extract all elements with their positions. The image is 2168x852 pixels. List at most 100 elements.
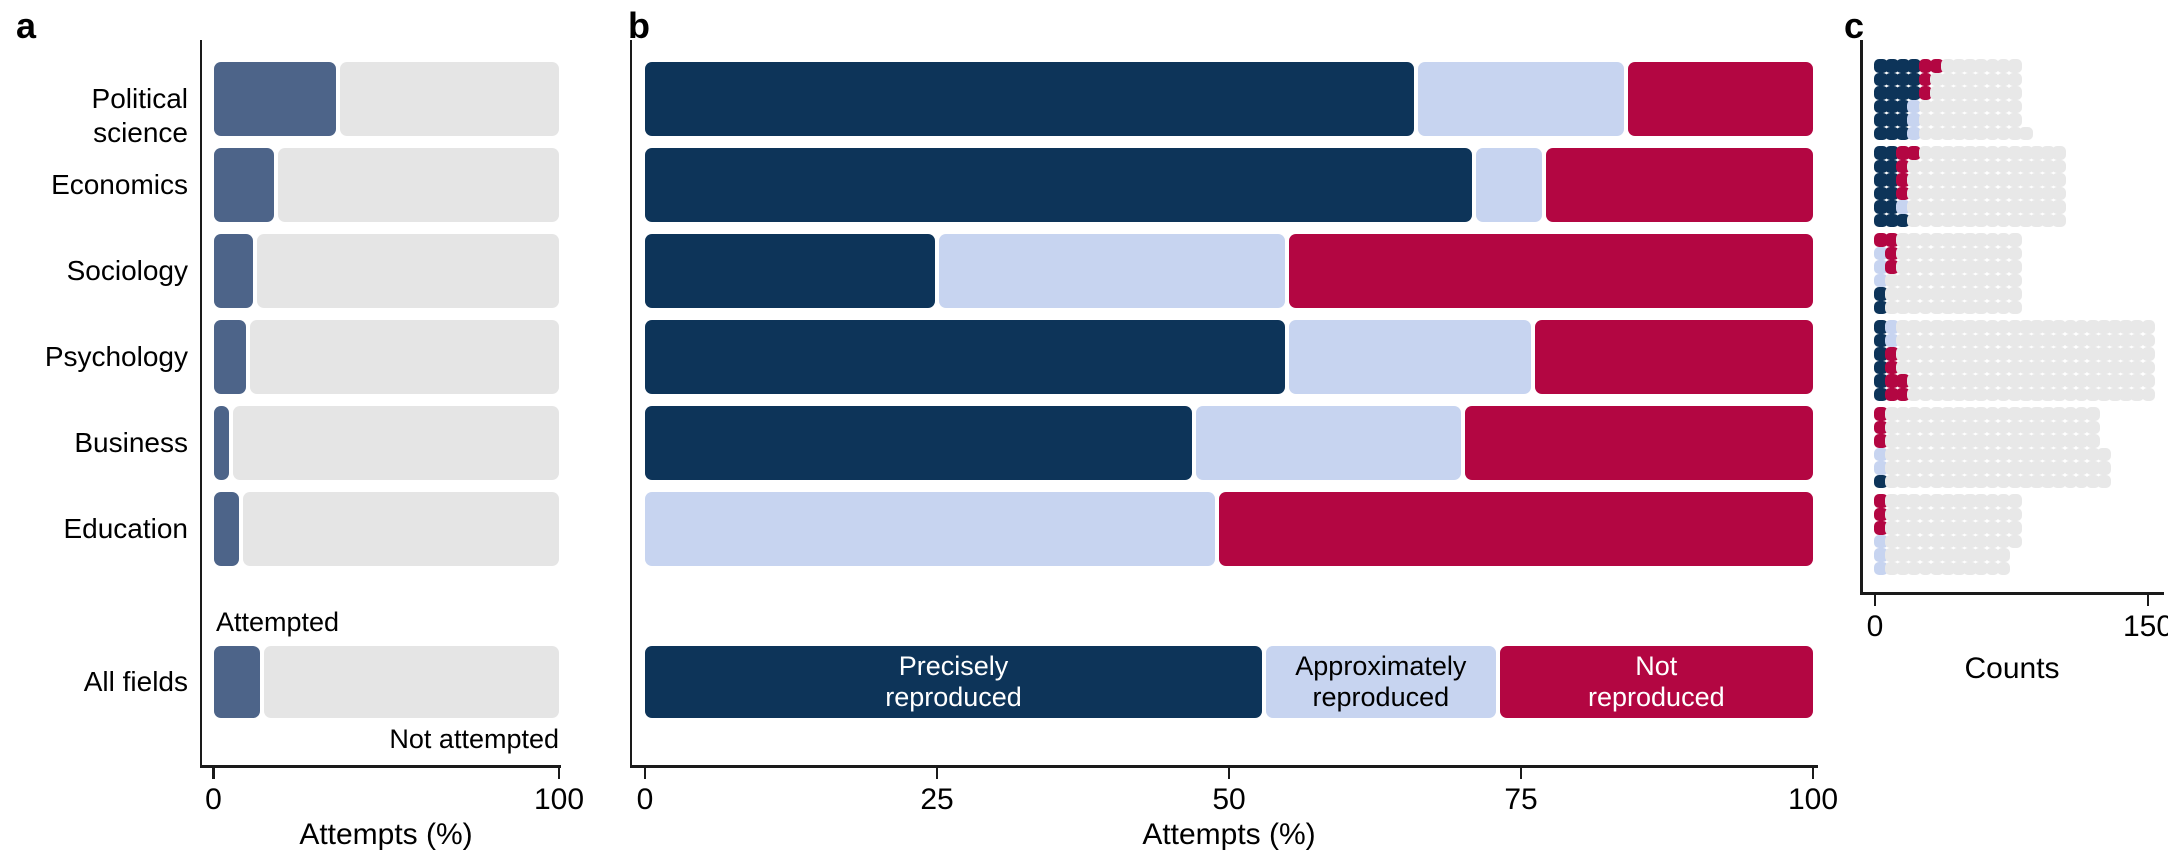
dot [1963,474,1977,489]
bar-approximately-reproduced: Approximately reproduced [1266,646,1496,718]
dot [2063,360,2078,375]
dot [2119,333,2134,348]
panel-b-x-axis [629,765,1818,768]
dot [1885,347,1899,361]
dot [1896,521,1911,535]
dot [1974,494,1989,508]
dot [1907,159,1922,174]
dot [1963,534,1977,549]
dot [1985,273,2000,288]
dot [1929,320,1944,334]
dot [1940,521,1955,535]
dot [1952,494,1966,508]
dot [2108,333,2122,348]
dot [1874,534,1888,549]
dot [1874,461,1888,475]
dot [2030,320,2044,334]
dot [1874,420,1888,435]
dot [2097,374,2111,388]
dot [2007,287,2022,301]
bar-attempted [213,406,229,480]
dot [1996,507,2011,522]
dot [1974,72,1989,87]
dot [1907,534,1922,549]
dot [1929,407,1944,421]
dot [1940,273,1955,288]
dot [2097,447,2111,462]
dot [1918,333,1933,348]
dot [1940,99,1955,114]
dot [1907,347,1922,361]
dot [2074,474,2089,489]
dot [1996,320,2011,334]
dot [2018,186,2033,201]
dot [1929,561,1944,576]
dot [1963,126,1977,141]
dot [2007,200,2022,214]
dot [2074,347,2089,361]
dot [1974,320,1989,334]
dot [1929,146,1944,160]
dot [1896,59,1911,73]
dot [1896,300,1911,315]
dot [1952,461,1966,475]
dot [1885,374,1899,388]
dot [2007,374,2022,388]
dot [1985,126,2000,141]
dot [1952,113,1966,127]
dot [1996,86,2011,100]
dot [2052,474,2067,489]
dot [2074,407,2089,421]
dot [1874,59,1888,73]
dot [1907,146,1922,160]
dot [1885,287,1899,301]
dot [1896,86,1911,100]
dot [1918,548,1933,562]
dot [1896,347,1911,361]
dot [1996,407,2011,421]
dot [2052,173,2067,187]
dot [1952,333,1966,348]
dot [2030,186,2044,201]
dot [2041,173,2056,187]
dot [1918,561,1933,576]
dot [2063,387,2078,402]
dot [1929,186,1944,201]
dot [1896,420,1911,435]
panel-c-letter: c [1844,5,1865,46]
dot [1940,146,1955,160]
dot [2018,333,2033,348]
dot [1963,461,1977,475]
dot [2130,374,2145,388]
dot [1929,447,1944,462]
bar-not-reproduced [1289,234,1813,308]
dot [1929,521,1944,535]
dot [1940,333,1955,348]
dot [2018,200,2033,214]
dot [1963,200,1977,214]
dot [2007,260,2022,274]
dot [2085,347,2100,361]
dot [2007,420,2022,435]
dot [1963,99,1977,114]
dot [1885,534,1899,549]
dot [2007,99,2022,114]
dot [1996,260,2011,274]
dot [2074,434,2089,448]
dot [1974,113,1989,127]
bar-attempted [213,62,336,136]
row-label-sociology: Sociology [66,255,188,286]
dot [1929,173,1944,187]
dot [1918,173,1933,187]
dot [2097,387,2111,402]
dot [2030,407,2044,421]
dot [1918,260,1933,274]
dot [2030,200,2044,214]
dot [1940,260,1955,274]
bar-precisely-reproduced [645,234,935,308]
row-label-business: Business [74,427,188,458]
dot [1996,72,2011,87]
dot [1985,233,2000,247]
dot [1929,434,1944,448]
dot [2041,186,2056,201]
